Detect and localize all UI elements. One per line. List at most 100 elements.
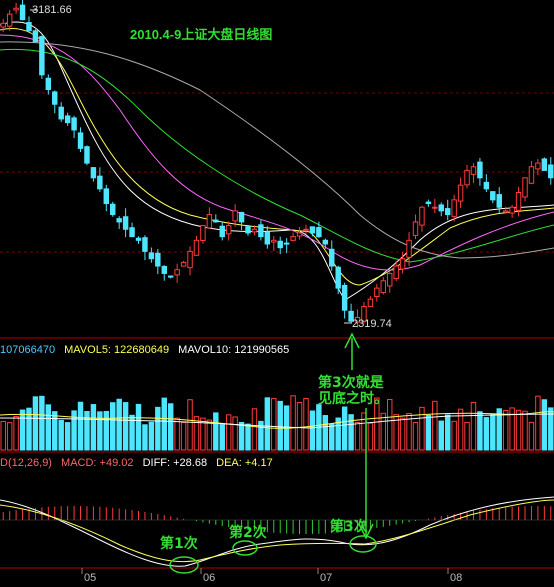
volume-bar [251,408,258,451]
candle-body [509,206,515,214]
candle-body [97,175,103,190]
candle-body [122,216,129,230]
volume-bar [329,423,335,451]
crossover-label-2: 第2次 [229,525,267,541]
candle-body [354,317,361,323]
month-label-08: 08 [450,572,463,584]
volume-bar [367,422,374,451]
candle-body [412,221,419,236]
candle-body [167,275,174,278]
high-price-label: 3181.66 [32,4,72,16]
volume-bar [135,403,142,451]
candle-body [64,115,71,124]
volume-bar [393,414,399,451]
volume-bar [58,419,64,451]
candle-body [283,242,290,245]
candle-body [213,219,219,223]
volume-bar [425,414,432,451]
volume-bar [213,412,219,451]
candle-body [6,13,13,27]
volume-bar [348,414,354,451]
volume-bar [528,421,535,451]
month-label-05: 05 [84,572,97,584]
volume-bar [219,424,225,451]
candle-body [187,250,193,269]
candle-body [309,226,316,234]
candle-body [387,272,393,287]
macd-params: D(12,26,9) [0,457,52,469]
ma-line-yellow [0,28,554,286]
volume-bar [444,414,451,451]
volume-bar [77,401,84,451]
ma-line-grey [0,41,554,259]
candle-body [393,265,399,280]
candle-body [13,7,19,11]
volume-bar [167,403,174,451]
volume-bar [103,410,110,451]
candle-body [522,177,528,198]
volume-bar [464,421,470,451]
candle-body [90,167,97,179]
candle-body [432,206,438,209]
candle-body [206,214,213,229]
volume-bar [39,395,45,451]
volume-bar [290,395,296,451]
volume-bars [0,395,554,451]
candle-body [541,158,548,171]
volume-bar [387,398,393,451]
candle-body [116,218,122,223]
volume-bar [6,422,13,451]
ma-line-pink [0,34,554,271]
candle-body [39,36,45,76]
macd-value: MACD: +49.02 [61,457,134,469]
volume-legend: 107066470 MAVOL5: 122680649 MAVOL10: 121… [0,344,295,356]
candle-body [45,77,52,91]
candle-body [219,225,225,238]
volume-bar [245,423,251,451]
candle-body [129,227,135,238]
volume-bar [438,420,444,451]
volume-bar [399,417,406,451]
volume-bar [509,407,515,451]
candle-body [52,91,58,105]
volume-bar [309,410,316,451]
volume-bar [271,397,277,451]
volume-bar [496,408,502,451]
volume-bar [296,401,303,451]
macd-legend: D(12,26,9) MACD: +49.02 DIFF: +28.68 DEA… [0,457,279,469]
volume-bar [406,413,412,451]
volume-bar [412,421,419,451]
candle-body [193,239,200,256]
volume-bar [90,404,97,451]
annotation-line-2: 见底之时。 [318,391,388,407]
candle-body [103,188,110,205]
ma-line-green [0,48,554,263]
candle-body [0,22,6,28]
candle-body [444,208,451,216]
low-price-label: 2319.74 [352,318,392,330]
volume-bar [200,417,206,451]
candle-body [258,224,264,238]
crossover-circle-2 [232,540,258,556]
candle-body [470,166,477,175]
candle-body [335,266,341,289]
candle-body [26,22,32,32]
volume-bar [238,422,245,451]
volume-bar [148,421,155,451]
candle-body [161,265,167,274]
candle-body [71,117,77,131]
volume-bar [122,402,129,451]
volume-bar [84,410,90,451]
volume-bar [477,411,483,451]
volume-bar [457,408,464,451]
candle-body [457,184,464,202]
candle-body [348,310,354,322]
macd-dea-line [0,499,554,563]
candle-body [271,239,277,243]
volume-bar [502,410,509,451]
volume-bar [142,424,148,451]
candle-body [225,225,232,235]
candle-body [238,211,245,223]
candle-body [232,210,238,222]
candle-body [399,258,406,270]
